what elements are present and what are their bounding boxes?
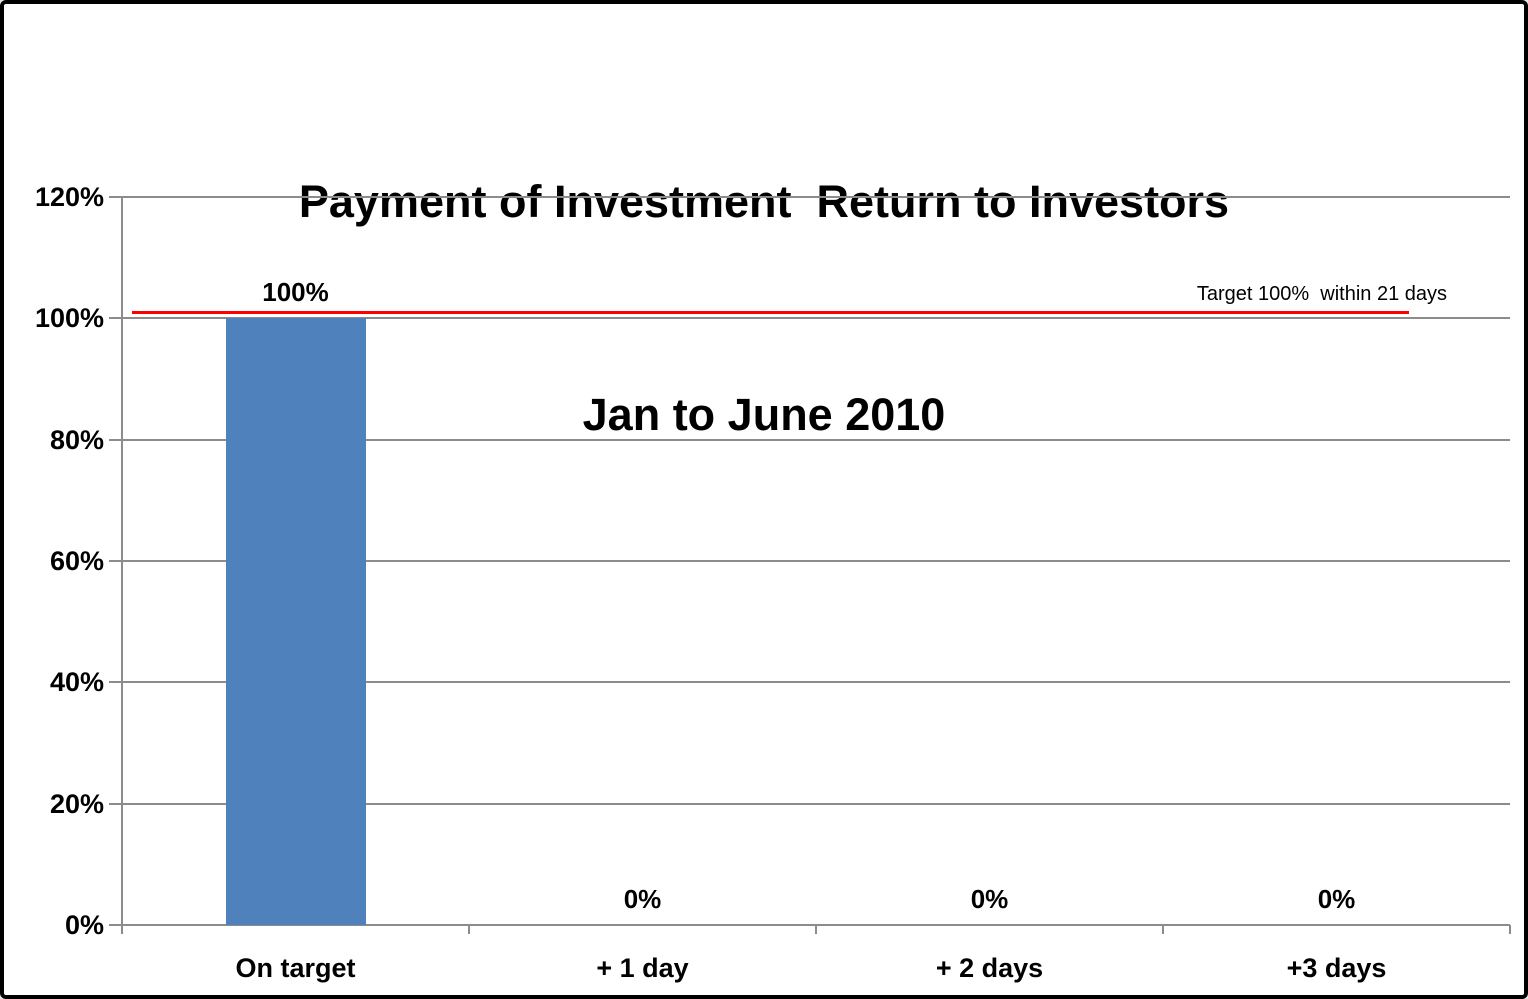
- y-axis-tick: [109, 924, 122, 926]
- gridline: [122, 560, 1510, 562]
- x-axis-label: + 1 day: [596, 953, 689, 983]
- x-axis-label: On target: [235, 953, 356, 983]
- y-axis-tick: [109, 317, 122, 320]
- y-axis-tick: [109, 196, 122, 198]
- gridline: [122, 681, 1510, 684]
- chart-title-line1: Payment of Investment Return to Investor…: [298, 176, 1230, 227]
- gridline: [122, 802, 1510, 805]
- y-axis-label: 100%: [34, 303, 104, 334]
- gridline: [122, 438, 1510, 441]
- y-axis-line: [121, 197, 123, 934]
- gridline: [122, 196, 1510, 198]
- chart-title: Payment of Investment Return to Investor…: [4, 24, 1524, 592]
- chart-title-line2: Jan to June 2010: [582, 389, 946, 440]
- y-axis-tick: [109, 802, 122, 805]
- y-axis-label: 40%: [49, 667, 104, 698]
- x-axis-tick: [468, 925, 470, 934]
- y-axis-tick: [109, 438, 122, 441]
- data-label: 0%: [1317, 884, 1356, 914]
- target-line-label: Target 100% within 21 days: [1196, 282, 1447, 305]
- y-axis-label: 120%: [34, 182, 104, 212]
- data-label: 0%: [970, 884, 1009, 914]
- gridline: [122, 317, 1510, 320]
- y-axis-label: 80%: [49, 424, 104, 455]
- x-axis-tick: [1509, 925, 1511, 934]
- x-axis-label: + 2 days: [935, 953, 1044, 983]
- data-label: 100%: [262, 277, 329, 308]
- y-axis-tick: [109, 681, 122, 684]
- y-axis-tick: [109, 560, 122, 562]
- x-axis-label: +3 days: [1286, 953, 1387, 983]
- y-axis-label: 20%: [49, 788, 104, 819]
- bar-on-target: [225, 318, 366, 925]
- x-axis-tick: [815, 925, 817, 934]
- plot-area: 100% 0% 0% 0% Target 100% within 21 days: [121, 196, 1511, 934]
- x-axis-tick: [1162, 925, 1164, 934]
- target-line: [132, 310, 1409, 314]
- y-axis-label: 60%: [49, 546, 104, 576]
- y-axis-label: 0%: [64, 910, 104, 940]
- data-label: 0%: [623, 884, 662, 914]
